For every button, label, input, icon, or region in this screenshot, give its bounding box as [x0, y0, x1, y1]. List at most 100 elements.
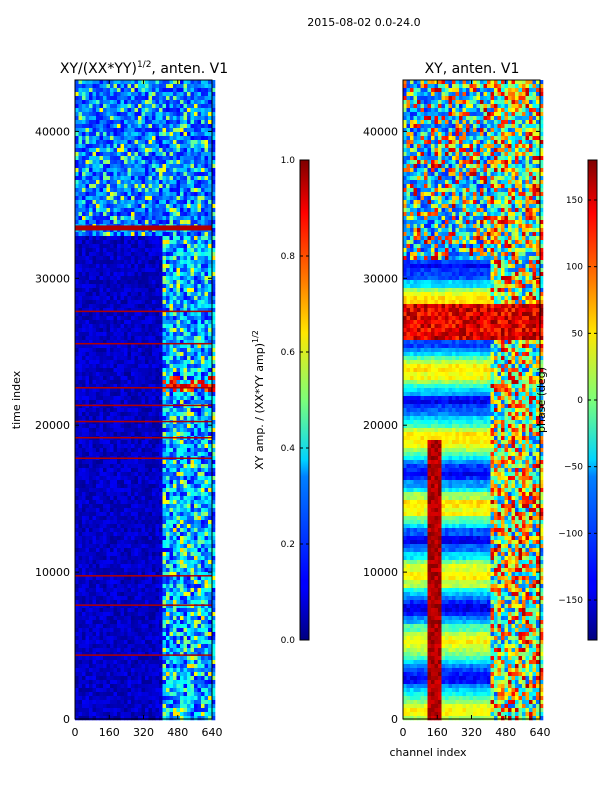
panel1-heatmap-cell: [131, 416, 135, 421]
panel1-heatmap-cell: [89, 316, 93, 321]
panel1-heatmap-cell: [78, 140, 83, 145]
panel1-heatmap-cell: [208, 328, 212, 333]
panel1-heatmap-cell: [197, 564, 202, 569]
panel1-heatmap-cell: [85, 348, 90, 353]
panel1-heatmap-cell: [159, 548, 163, 553]
panel1-heatmap-cell: [211, 548, 216, 553]
panel1-heatmap-cell: [117, 108, 121, 113]
panel1-heatmap-cell: [201, 160, 205, 165]
panel1-heatmap-cell: [120, 348, 125, 353]
panel1-heatmap-cell: [145, 252, 149, 257]
panel1-heatmap-cell: [92, 136, 97, 141]
panel1-heatmap-cell: [204, 512, 209, 517]
panel1-heatmap-cell: [138, 516, 142, 521]
panel1-heatmap-cell: [106, 176, 111, 181]
panel1-heatmap-cell: [180, 464, 184, 469]
panel1-heatmap-cell: [176, 384, 181, 389]
panel1-heatmap-cell: [145, 160, 149, 165]
panel1-heatmap-cell: [204, 528, 209, 533]
panel1-heatmap-cell: [187, 356, 191, 361]
panel1-heatmap-cell: [96, 552, 100, 557]
panel1-heatmap-cell: [162, 360, 167, 365]
panel1-heatmap-cell: [194, 508, 198, 513]
panel1-heatmap-cell: [106, 204, 111, 209]
panel1-heatmap-cell: [141, 84, 146, 89]
panel1-heatmap-cell: [187, 296, 191, 301]
panel1-heatmap-cell: [131, 304, 135, 309]
panel1-heatmap-cell: [120, 208, 125, 213]
panel1-heatmap-cell: [190, 336, 195, 341]
panel1-heatmap-cell: [162, 440, 167, 445]
panel1-heatmap-cell: [75, 296, 79, 301]
panel1-heatmap-cell: [99, 272, 104, 277]
panel1-heatmap-cell: [152, 408, 156, 413]
panel1-heatmap-cell: [176, 472, 181, 477]
panel1-heatmap-cell: [159, 152, 163, 157]
panel1-heatmap-cell: [208, 200, 212, 205]
panel1-heatmap-cell: [204, 472, 209, 477]
panel1-heatmap-cell: [173, 288, 177, 293]
panel1-heatmap-cell: [99, 208, 104, 213]
panel1-heatmap-cell: [75, 348, 79, 353]
panel1-heatmap-cell: [103, 280, 107, 285]
panel1-heatmap-cell: [187, 124, 191, 129]
panel1-heatmap-cell: [106, 152, 111, 157]
panel1-heatmap-cell: [145, 88, 149, 93]
panel1-heatmap-cell: [89, 452, 93, 457]
panel1-heatmap-cell: [75, 268, 79, 273]
panel1-heatmap-cell: [134, 364, 139, 369]
panel1-heatmap-cell: [85, 540, 90, 545]
panel1-heatmap-cell: [208, 308, 212, 313]
panel1-heatmap-cell: [89, 192, 93, 197]
panel1-heatmap-cell: [96, 184, 100, 189]
panel1-heatmap-cell: [89, 156, 93, 161]
panel1-heatmap-cell: [134, 204, 139, 209]
panel1-heatmap-cell: [131, 392, 135, 397]
panel1-heatmap-cell: [82, 448, 86, 453]
panel1-heatmap-cell: [134, 84, 139, 89]
panel1-heatmap-cell: [85, 392, 90, 397]
panel1-heatmap-cell: [173, 376, 177, 381]
panel1-heatmap-cell: [159, 164, 163, 169]
panel1-heatmap-cell: [180, 128, 184, 133]
panel1-heatmap-cell: [176, 476, 181, 481]
panel1-heatmap-cell: [145, 288, 149, 293]
panel1-heatmap-cell: [183, 172, 188, 177]
panel1-heatmap-cell: [82, 576, 86, 581]
panel1-heatmap-cell: [138, 252, 142, 257]
panel1-heatmap-cell: [180, 412, 184, 417]
panel1-heatmap-cell: [110, 96, 114, 101]
panel1-heatmap-cell: [208, 300, 212, 305]
panel1-heatmap-cell: [208, 392, 212, 397]
panel1-heatmap-cell: [176, 552, 181, 557]
panel1-heatmap-cell: [82, 180, 86, 185]
panel1-heatmap-cell: [204, 92, 209, 97]
panel1-heatmap-cell: [211, 444, 216, 449]
panel1-heatmap-cell: [113, 440, 118, 445]
panel1-heatmap-cell: [120, 148, 125, 153]
panel1-heatmap-cell: [134, 532, 139, 537]
panel1-heatmap-cell: [208, 344, 212, 349]
panel1-heatmap-cell: [96, 464, 100, 469]
panel1-heatmap-cell: [201, 564, 205, 569]
panel1-heatmap-cell: [211, 540, 216, 545]
panel1-heatmap-cell: [201, 424, 205, 429]
panel1-heatmap-cell: [176, 440, 181, 445]
panel1-heatmap-cell: [92, 104, 97, 109]
panel1-heatmap-cell: [103, 252, 107, 257]
panel1-heatmap-cell: [131, 264, 135, 269]
panel1-heatmap-cell: [152, 264, 156, 269]
panel1-heatmap-cell: [89, 148, 93, 153]
panel1-heatmap-cell: [134, 304, 139, 309]
panel1-heatmap-cell: [120, 328, 125, 333]
panel1-heatmap-cell: [148, 188, 153, 193]
panel1-heatmap-cell: [159, 256, 163, 261]
panel1-heatmap-cell: [89, 180, 93, 185]
panel1-heatmap-cell: [208, 312, 212, 317]
panel1-heatmap-cell: [190, 444, 195, 449]
panel1-heatmap-cell: [124, 544, 128, 549]
panel1-heatmap-cell: [162, 528, 167, 533]
panel1-heatmap-cell: [134, 424, 139, 429]
panel1-heatmap-cell: [99, 172, 104, 177]
panel1-heatmap-cell: [201, 140, 205, 145]
